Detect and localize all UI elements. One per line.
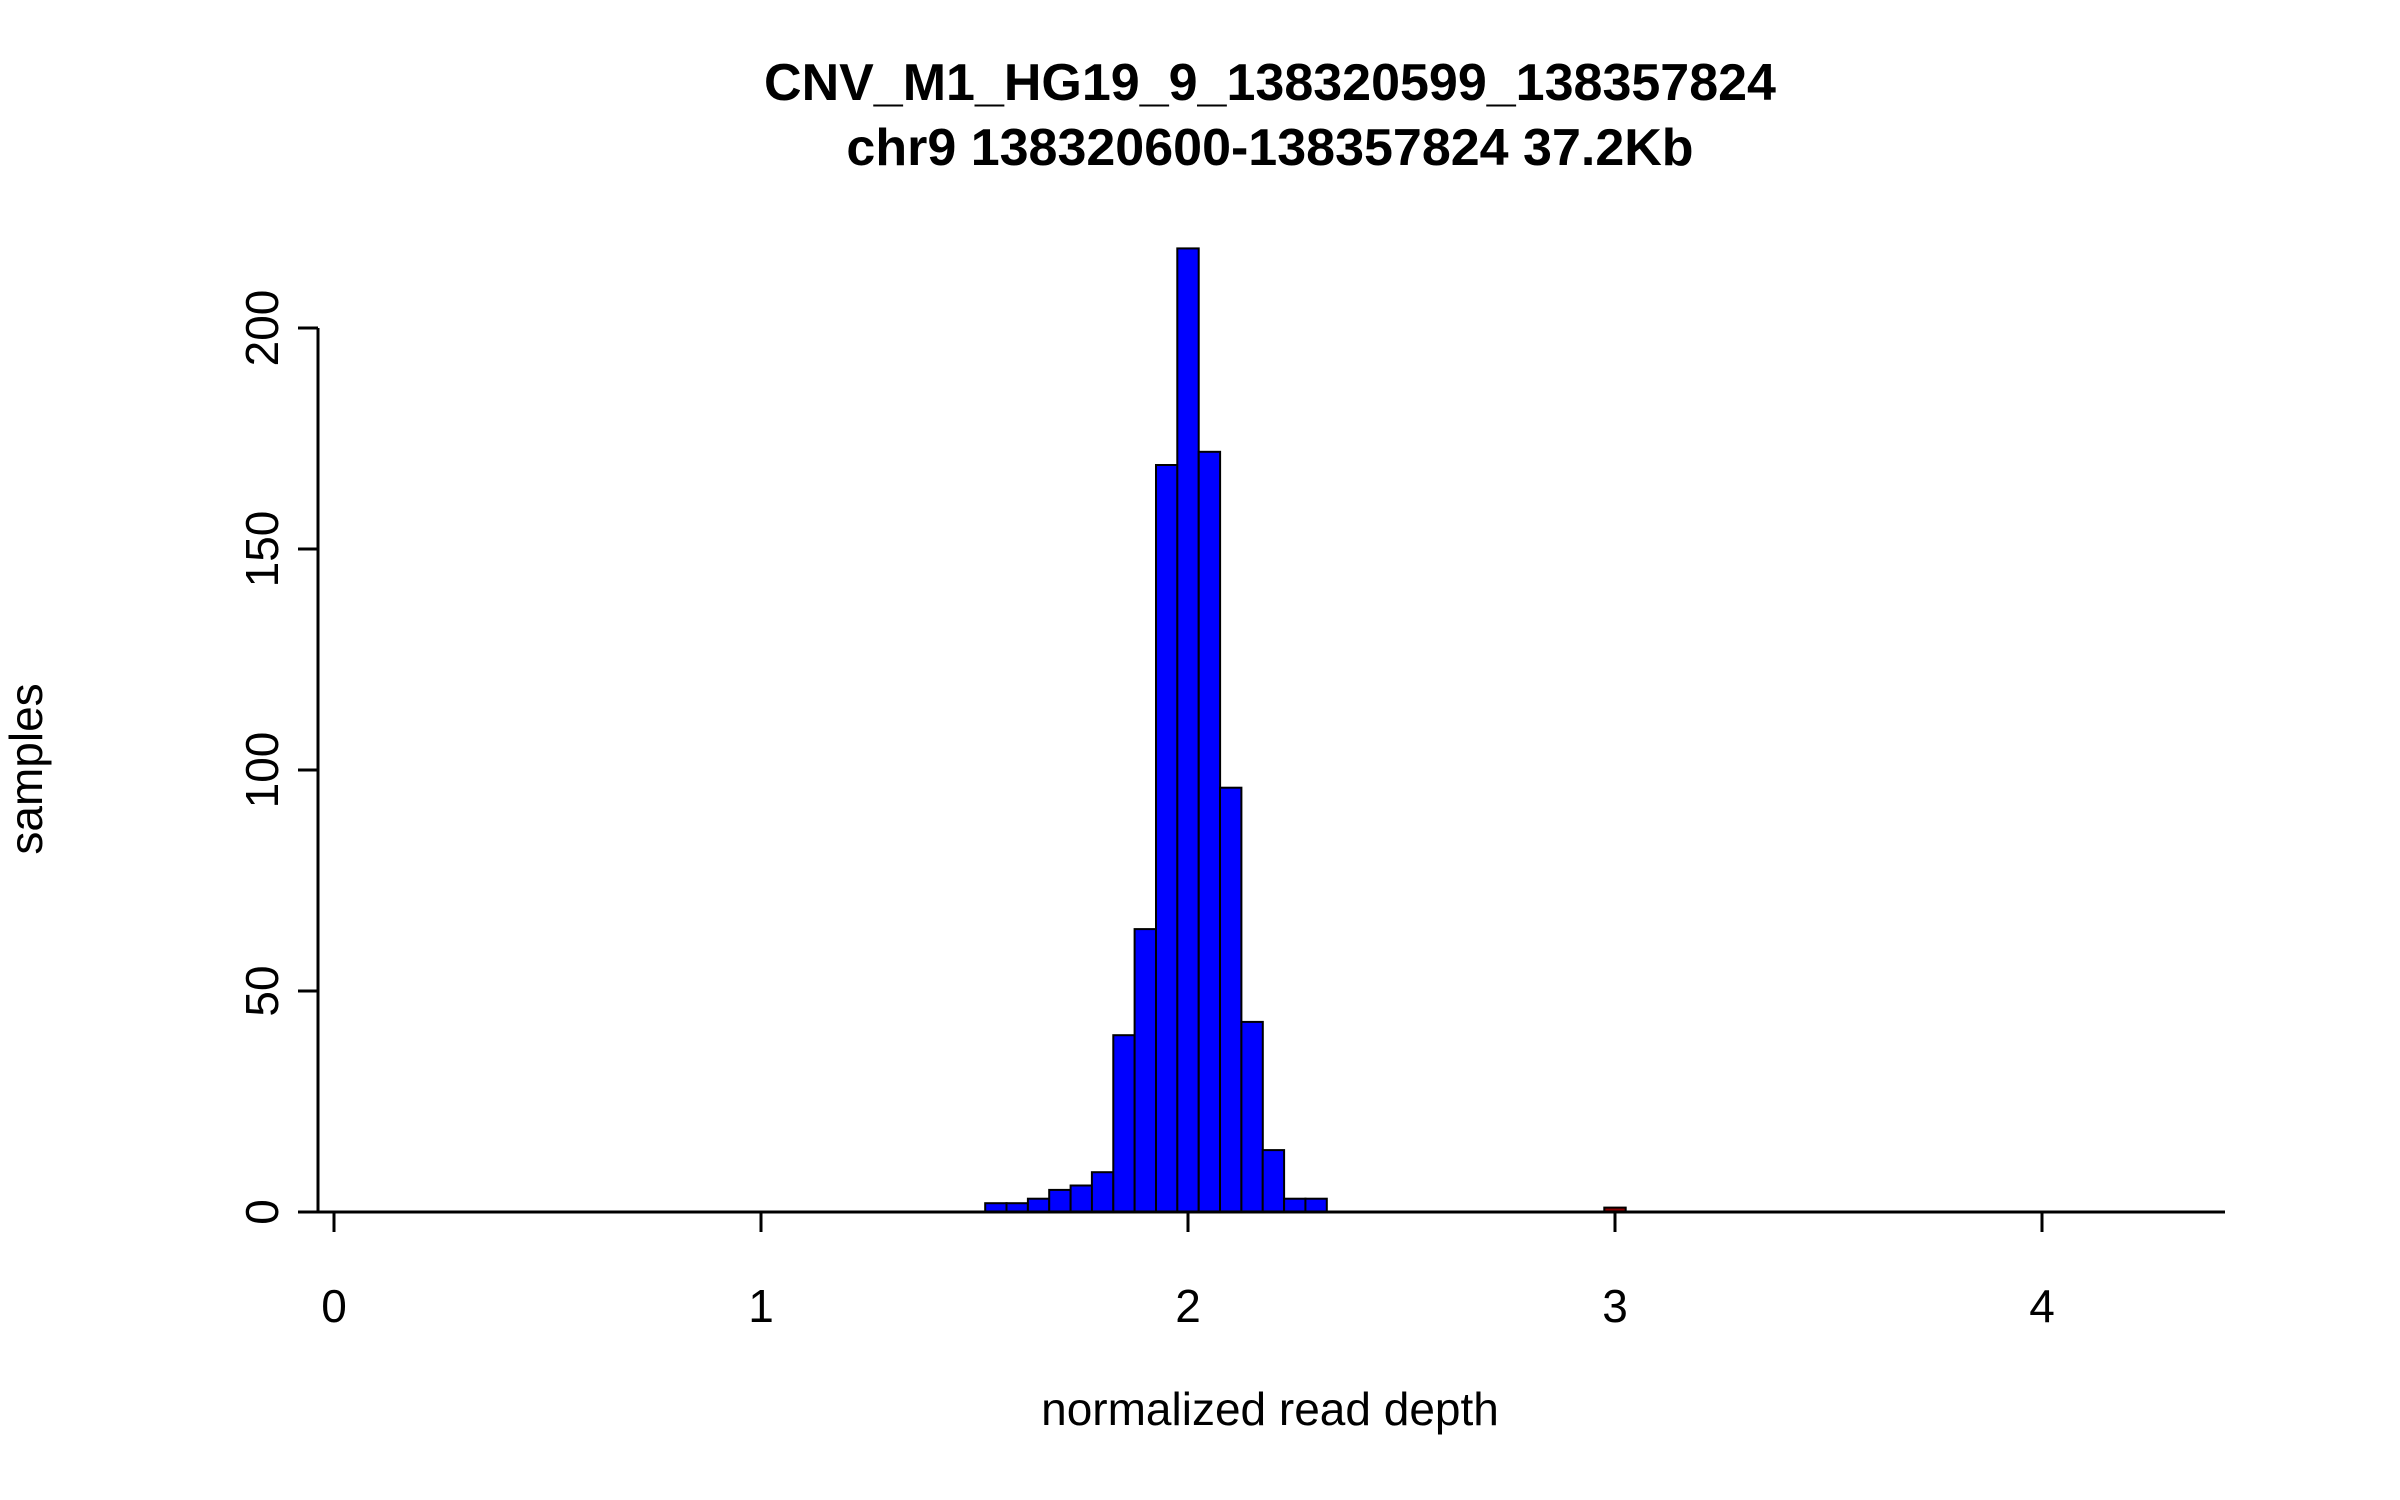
- x-tick-label: 0: [321, 1280, 347, 1332]
- y-tick-label: 50: [236, 965, 288, 1016]
- x-tick-label: 4: [2029, 1280, 2055, 1332]
- chart-subtitle: chr9 138320600-138357824 37.2Kb: [846, 119, 1693, 177]
- y-axis: 0 50 100 150 200: [236, 290, 320, 1225]
- y-tick-label: 0: [236, 1199, 288, 1225]
- histogram-bar: [1133, 928, 1157, 1213]
- y-axis-label: samples: [0, 683, 52, 854]
- histogram-bar: [1219, 786, 1243, 1213]
- histogram-bar: [1048, 1188, 1072, 1214]
- x-tick-label: 2: [1175, 1280, 1201, 1332]
- histogram-bar: [1112, 1034, 1136, 1213]
- x-axis: 0 1 2 3 4: [318, 1210, 2225, 1332]
- histogram-bar: [1283, 1197, 1307, 1213]
- histogram-bar: [1261, 1149, 1286, 1213]
- histogram-bar: [1155, 464, 1179, 1213]
- y-tick-label: 100: [236, 732, 288, 809]
- histogram-bars: [984, 247, 1627, 1214]
- histogram-bar: [1304, 1197, 1328, 1213]
- x-tick-label: 1: [748, 1280, 774, 1332]
- x-axis-label: normalized read depth: [1041, 1383, 1499, 1435]
- histogram-bar: [1176, 247, 1200, 1213]
- histogram-bar: [1069, 1184, 1093, 1213]
- chart-title: CNV_M1_HG19_9_138320599_138357824: [764, 54, 1776, 112]
- histogram-bar: [1240, 1020, 1264, 1214]
- x-tick-label: 3: [1602, 1280, 1628, 1332]
- y-tick-label: 200: [236, 290, 288, 367]
- y-tick-label: 150: [236, 511, 288, 588]
- histogram-bar: [1026, 1197, 1051, 1213]
- histogram-bar: [1197, 450, 1222, 1213]
- histogram-bar: [1090, 1171, 1115, 1213]
